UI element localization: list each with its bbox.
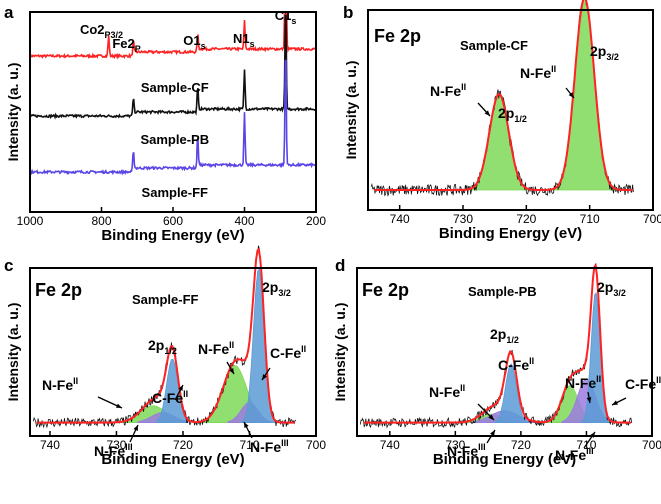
arrow-head	[586, 397, 592, 403]
series-label: Sample-CF	[141, 80, 209, 95]
panel-b-x-tick-label: 720	[516, 212, 536, 226]
peak-annotation: 2p1/2	[498, 105, 527, 124]
arrow-head	[490, 430, 495, 436]
panel-c-title: Fe 2p	[35, 280, 82, 300]
arrow-head	[484, 110, 490, 116]
arrow-head	[612, 400, 618, 405]
peak-annotation: 2p3/2	[262, 279, 291, 298]
panel-c-plot-frame	[29, 267, 317, 437]
panel-d-x-tick-label: 720	[511, 438, 531, 452]
panel-b-sample-name: Sample-CF	[460, 38, 528, 53]
panel-a-x-tick-label: 1000	[17, 214, 44, 228]
survey-line-sample-ff	[29, 59, 316, 176]
panel-d-title: Fe 2p	[362, 280, 409, 300]
peak-annotation: N-FeII	[520, 64, 556, 81]
series-label: Sample-PB	[140, 132, 209, 147]
panel-c-x-tick-label: 730	[106, 438, 126, 452]
component-peak	[552, 0, 617, 191]
panel-d-x-axis-label: Binding Energy (eV)	[433, 451, 576, 468]
panel-c-x-tick-label: 740	[40, 438, 60, 452]
peak-annotation: 2p1/2	[148, 337, 177, 356]
fit-envelope-line	[363, 263, 631, 424]
panel-b-x-tick-label: 710	[580, 212, 600, 226]
panel-c-y-axis-label: Intensity (a. u.)	[5, 303, 21, 402]
peak-label: N1s	[233, 31, 255, 49]
peak-annotation: 2p3/2	[597, 279, 626, 298]
survey-line-sample-cf	[29, 13, 316, 60]
peak-annotation: N-FeIII	[94, 442, 133, 459]
panel-d-letter: d	[335, 256, 345, 275]
panel-b-x-axis-label: Binding Energy (eV)	[439, 225, 582, 242]
peak-annotation: N-FeII	[198, 340, 234, 357]
fit-envelope-line	[36, 247, 295, 424]
peak-annotation: C-FeII	[270, 344, 306, 361]
panel-a-x-tick-label: 600	[163, 214, 183, 228]
peak-annotation: 2p3/2	[590, 43, 619, 62]
panel-a-x-axis-label: Binding Energy (eV)	[101, 227, 244, 244]
arrow-head	[178, 385, 183, 391]
peak-annotation: N-FeIII	[555, 446, 594, 463]
peak-annotation: C-FeII	[625, 375, 661, 392]
peak-label: Co2P3/2	[80, 22, 123, 40]
panel-b-fe2p-chart: N-FeII 2p1/2 N-FeII 2p3/2 740 730 720 710 700 Bin…	[343, 0, 661, 242]
panel-b-letter: b	[343, 3, 353, 22]
panel-d-fe2p-chart: 2p3/2 2p1/2 C-FeII N-FeII N-FeII C-FeII N-FeII…	[332, 263, 661, 468]
series-label: Sample-FF	[142, 185, 209, 200]
arrow-head	[244, 422, 249, 428]
peak-annotation: C-FeII	[152, 389, 188, 406]
panel-c-fe2p-chart: 2p3/2 2p1/2 N-FeII C-FeII N-FeII C-FeII N-FeII…	[5, 245, 326, 468]
panel-c-x-tick-label: 720	[173, 438, 193, 452]
peak-annotation: N-FeII	[565, 374, 601, 391]
fit-envelope-line	[374, 0, 633, 191]
panel-b-x-tick-label: 740	[390, 212, 410, 226]
arrow-head	[116, 403, 122, 408]
peak-annotation: C-FeII	[498, 356, 534, 373]
arrow-head	[488, 414, 494, 420]
peak-label: Fe2P	[112, 36, 140, 54]
panel-c-x-tick-label: 710	[239, 438, 259, 452]
peak-annotation: N-FeIII	[250, 438, 289, 455]
panel-c-letter: c	[4, 256, 13, 275]
peak-annotation: 2p1/2	[490, 326, 519, 345]
arrow-head	[133, 425, 138, 431]
panel-d-x-tick-label: 700	[642, 438, 661, 452]
panel-b-plot-frame	[367, 9, 654, 211]
panel-b-y-axis-label: Intensity (a. u.)	[343, 61, 359, 160]
peak-annotation: N-FeIII	[447, 442, 486, 459]
panel-d-x-tick-label: 730	[445, 438, 465, 452]
panel-b-x-tick-label: 730	[453, 212, 473, 226]
panel-c-x-axis-label: Binding Energy (eV)	[101, 451, 244, 468]
panel-a-x-tick-label: 400	[234, 214, 254, 228]
peak-annotation: N-FeII	[42, 376, 78, 393]
panel-b-title: Fe 2p	[374, 26, 421, 46]
panel-d-plot-frame	[356, 267, 653, 437]
arrow-head	[229, 368, 234, 374]
panel-a-letter: a	[4, 3, 14, 22]
arrow-head	[568, 92, 574, 98]
peak-label: O1s	[183, 33, 205, 51]
arrow-head	[262, 374, 267, 380]
panel-b-x-tick-label: 700	[643, 212, 661, 226]
panel-c-x-tick-label: 700	[306, 438, 326, 452]
panel-c-sample-name: Sample-FF	[132, 292, 199, 307]
panel-a-x-tick-label: 200	[306, 214, 326, 228]
peak-annotation: N-FeII	[429, 383, 465, 400]
survey-line-sample-pb	[29, 14, 316, 120]
peak-annotation: N-FeII	[430, 82, 466, 99]
panel-d-y-axis-label: Intensity (a. u.)	[332, 303, 348, 402]
panel-d-sample-name: Sample-PB	[468, 284, 537, 299]
panel-d-x-tick-label: 740	[380, 438, 400, 452]
panel-a-y-axis-label: Intensity (a. u.)	[5, 63, 21, 162]
panel-a-x-tick-label: 800	[91, 214, 111, 228]
arrow-head	[589, 432, 595, 438]
panel-d-x-tick-label: 710	[576, 438, 596, 452]
